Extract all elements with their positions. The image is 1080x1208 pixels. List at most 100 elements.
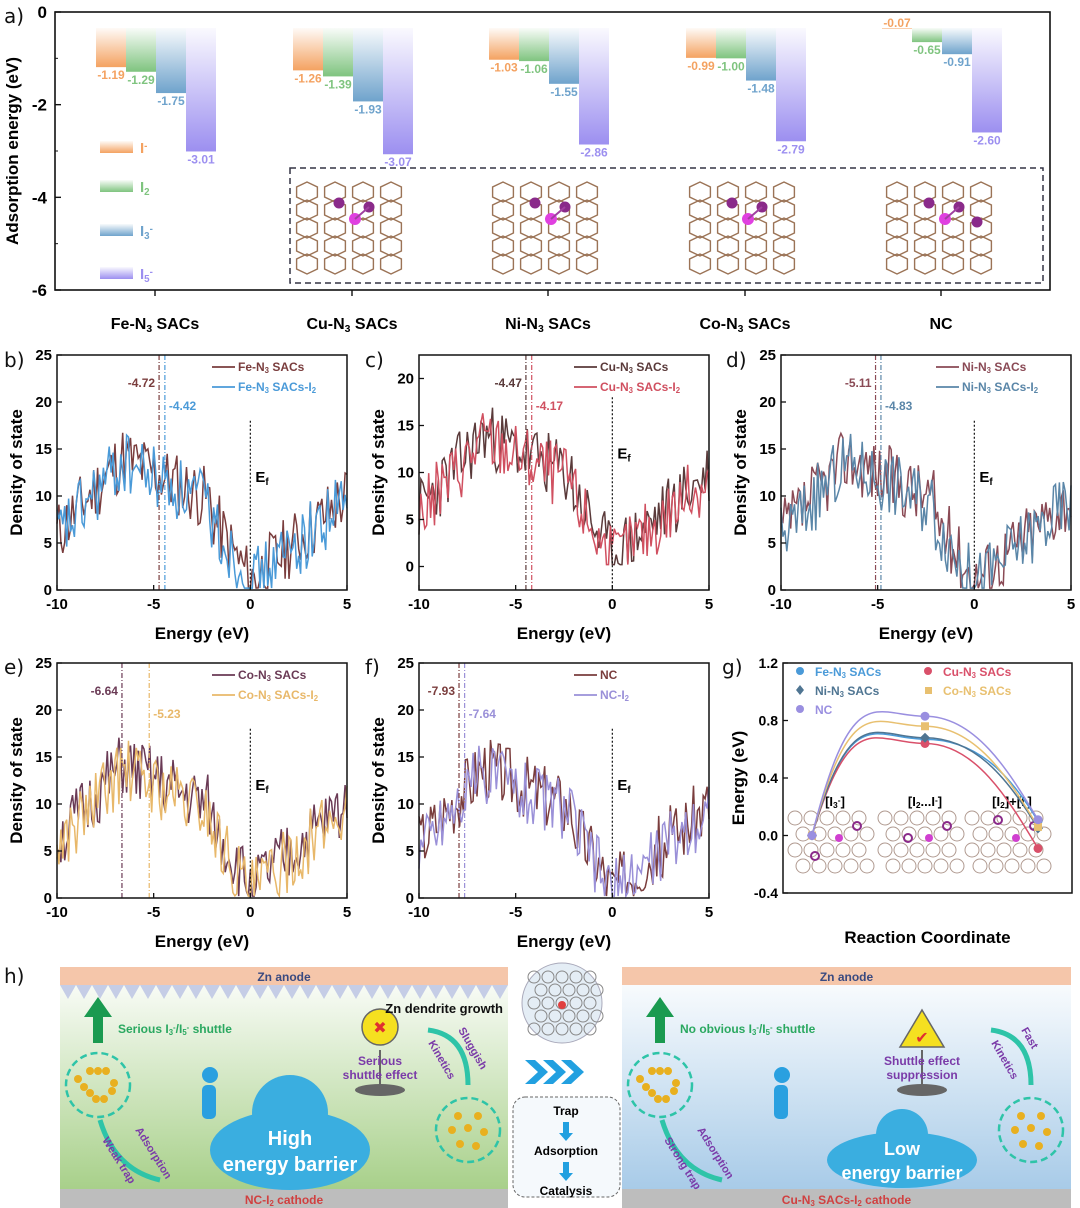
carbon-ring (688, 181, 712, 203)
dos-line-iodine (56, 740, 348, 899)
y-tick-label: 25 (759, 347, 776, 364)
carbon-ring (1012, 842, 1028, 858)
carbon-ring (527, 996, 541, 1010)
bar-value-label: -2.79 (777, 142, 805, 156)
carbon-ring (988, 826, 1004, 842)
iodine-atom (92, 1095, 100, 1103)
y-axis-label: Density of state (7, 409, 26, 536)
sign-label-2: shuttle effect (343, 1068, 418, 1082)
carbon-ring (972, 858, 988, 874)
iodine-atom (529, 197, 541, 209)
iodine-atom (464, 1124, 472, 1132)
carbon-ring (1012, 810, 1028, 826)
iodine-atom (1037, 1112, 1045, 1120)
carbon-ring (541, 970, 555, 984)
carbon-ring (772, 235, 796, 257)
bar-value-label: -1.03 (490, 61, 518, 75)
carbon-ring (772, 253, 796, 275)
carbon-ring (969, 181, 993, 203)
carbon-ring (323, 235, 347, 257)
carbon-ring (827, 858, 843, 874)
y-tick-label: 10 (35, 796, 52, 813)
carbon-ring (534, 1009, 548, 1023)
legend-label: I5- (140, 266, 153, 285)
adsorption-energy-bar-chart: 0 -2 -4 -6 Adsorption energy (eV) Fe-N3 SACs -… (3, 3, 1051, 335)
carbon-ring (772, 199, 796, 221)
iodine-atom (1017, 1112, 1025, 1120)
panel-label-b: b) (4, 348, 25, 372)
bar-value-label: -1.93 (354, 102, 382, 116)
dos-line-iodine (56, 433, 348, 589)
legend-label: Cu-N3 SACs (600, 360, 669, 375)
bar-value-label: -1.06 (520, 62, 548, 76)
person-icon-body (202, 1085, 216, 1119)
carbon-ring (491, 199, 515, 221)
y-tick-label: 10 (397, 465, 414, 482)
carbon-ring (583, 970, 597, 984)
legend-label: Co-N3 SACs (943, 684, 1012, 699)
legend-label: Cu-N3 SACs (943, 665, 1012, 680)
panel-label-f: f) (365, 655, 380, 679)
kinetics-arrow-icon (427, 1027, 471, 1086)
carbon-ring (555, 1022, 569, 1036)
shuttle-label: Serious I3-/I5- shuttle (118, 1022, 232, 1037)
legend-label: Ni-N3 SACs (962, 360, 1027, 375)
carbon-ring (547, 253, 571, 275)
carbon-ring (819, 810, 835, 826)
state-structure (877, 810, 965, 874)
carbon-ring (851, 842, 867, 858)
cloud-label-1: High (268, 1128, 312, 1150)
carbon-ring (323, 217, 347, 239)
legend-label: Cu-N3 SACs-I2 (600, 380, 681, 395)
carbon-ring (885, 826, 901, 842)
x-tick-label: 5 (705, 596, 713, 613)
x-tick-label: -5 (147, 596, 160, 613)
carbon-ring (575, 217, 599, 239)
carbon-ring (969, 199, 993, 221)
bar-value-label: -2.60 (973, 133, 1001, 147)
carbon-ring (575, 181, 599, 203)
d-band-center-label: -5.11 (845, 376, 872, 390)
carbon-ring (576, 1009, 590, 1023)
carbon-ring (980, 810, 996, 826)
carbon-ring (811, 858, 827, 874)
bar (323, 28, 353, 77)
bar-value-label: -0.65 (913, 43, 941, 57)
carbon-ring (323, 253, 347, 275)
fermi-level-label: Ef (617, 777, 631, 796)
carbon-ring (941, 253, 965, 275)
dos-line-pristine (56, 432, 348, 589)
x-tick-label: 0 (246, 596, 254, 613)
carbon-ring (688, 199, 712, 221)
person-icon-head (774, 1067, 790, 1083)
carbon-ring (379, 235, 403, 257)
carbon-ring (969, 217, 993, 239)
x-tick-label: 0 (608, 596, 616, 613)
process-box (512, 1096, 621, 1198)
dos-chart-nc: -7.93 -7.64 Ef -10 -5 0 5 0 5 10 15 20 25 Energy (eV)… (369, 655, 713, 951)
carbon-ring (295, 181, 319, 203)
y-tick-label: 15 (35, 749, 52, 766)
x-tick-label: 0 (970, 596, 978, 613)
y-tick-label: 20 (35, 702, 52, 719)
process-step-label: Catalysis (540, 1184, 593, 1198)
carbon-ring (1036, 858, 1052, 874)
x-tick-label: Cu-N3 SACs (306, 316, 397, 335)
panel-label-e: e) (4, 655, 25, 679)
bar (126, 28, 156, 72)
y-tick-label: 0 (406, 559, 414, 576)
cross-icon: ✖ (373, 1020, 386, 1037)
iodine-atom (654, 1095, 662, 1103)
dos-chart-fe: -4.72 -4.42 Ef -10 -5 0 5 0 5 10 15 20 25 Energy (eV)… (7, 347, 351, 643)
carbon-ring (576, 983, 590, 997)
process-step-label: Trap (553, 1104, 578, 1118)
carbon-ring (351, 235, 375, 257)
chevron-arrow-icon (561, 1060, 584, 1084)
carbon-ring (491, 181, 515, 203)
bar (489, 28, 519, 60)
y-tick-label: 20 (397, 702, 414, 719)
carbon-ring (787, 810, 803, 826)
iodine-atom (852, 821, 862, 831)
iodine-atom (1019, 1140, 1027, 1148)
carbon-ring (534, 983, 548, 997)
